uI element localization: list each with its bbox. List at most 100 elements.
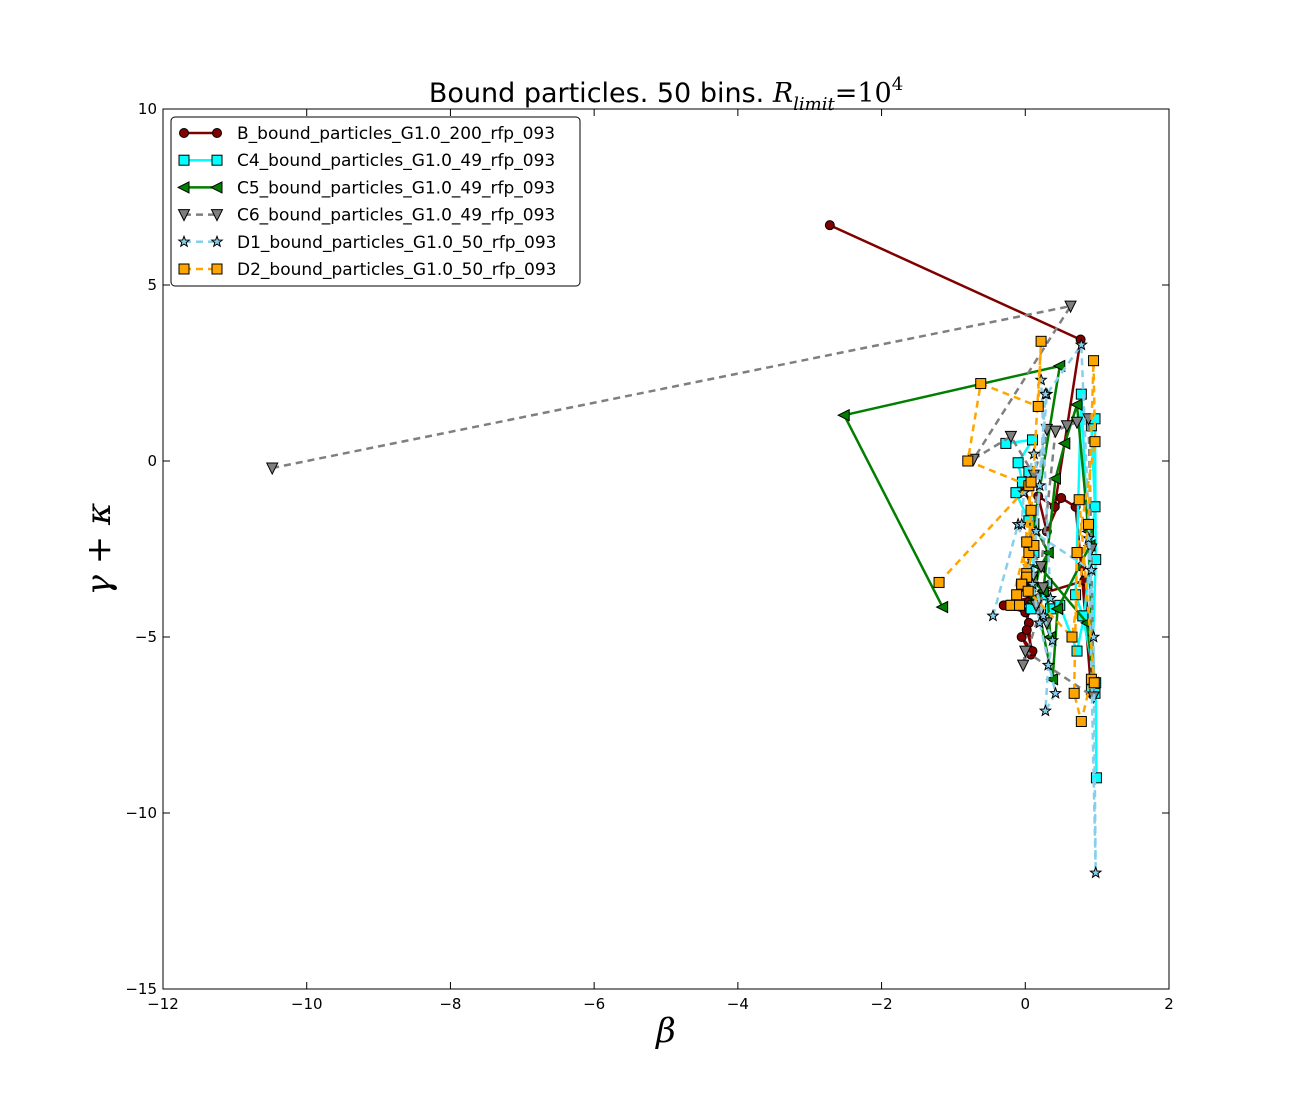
- data-point: [1036, 608, 1050, 622]
- data-point: [1034, 561, 1048, 574]
- data-point: [1075, 715, 1087, 727]
- legend-marker: [179, 128, 189, 138]
- y-tick-label: 0: [147, 452, 157, 470]
- x-tick-label: −10: [291, 995, 323, 1013]
- data-point: [1075, 388, 1087, 400]
- data-point: [1034, 373, 1048, 386]
- legend-marker: [210, 234, 224, 248]
- data-point: [1083, 518, 1095, 530]
- legend-marker: [177, 234, 191, 248]
- x-tick-label: −2: [871, 995, 893, 1013]
- data-point: [1035, 335, 1047, 347]
- data-point: [1089, 501, 1101, 513]
- legend-label: D1_bound_particles_G1.0_50_rfp_093: [237, 233, 556, 253]
- data-point: [1064, 300, 1077, 314]
- x-tick-label: −12: [147, 995, 179, 1013]
- x-axis-label: β: [654, 1011, 676, 1051]
- data-point: [1089, 865, 1103, 879]
- y-tick-label: 5: [147, 276, 157, 294]
- legend-marker: [212, 128, 222, 138]
- data-point: [1022, 585, 1034, 597]
- legend-marker: [209, 181, 223, 194]
- data-point: [1071, 645, 1083, 657]
- series-6: [933, 335, 1101, 727]
- data-point: [824, 220, 835, 231]
- data-point: [1033, 615, 1047, 629]
- x-tick-label: 2: [1164, 995, 1174, 1013]
- series-5: [986, 337, 1103, 879]
- legend-marker: [178, 263, 190, 275]
- data-point: [1014, 599, 1026, 611]
- legend-marker: [210, 209, 224, 222]
- data-point: [933, 576, 945, 588]
- legend-marker: [178, 154, 190, 166]
- x-tick-label: −8: [439, 995, 461, 1013]
- data-point: [1060, 420, 1074, 433]
- legend-label: C5_bound_particles_G1.0_49_rfp_093: [237, 178, 555, 198]
- data-point: [1056, 492, 1067, 503]
- data-point: [1032, 400, 1044, 412]
- data-point: [962, 455, 974, 467]
- x-tick-label: −6: [583, 995, 605, 1013]
- chart-title-math-symbol: R: [772, 78, 793, 109]
- data-point: [1021, 536, 1033, 548]
- data-point: [1089, 436, 1101, 448]
- data-point: [1057, 437, 1071, 450]
- x-tick-label: −4: [727, 995, 749, 1013]
- data-point: [1021, 624, 1032, 635]
- legend-marker: [177, 209, 191, 222]
- data-point: [975, 378, 987, 390]
- data-point: [1081, 531, 1096, 545]
- plot-frame: [162, 108, 1170, 990]
- data-point: [1016, 632, 1027, 642]
- data-point: [1010, 487, 1022, 499]
- chart-title: Bound particles. 50 bins. Rlimit=104: [429, 74, 903, 115]
- legend-marker: [176, 181, 190, 194]
- chart-title-math-exponent: 4: [892, 74, 903, 95]
- data-point: [1012, 457, 1024, 469]
- x-tick-label: 0: [1021, 995, 1031, 1013]
- data-point: [1016, 578, 1028, 590]
- data-point: [1029, 524, 1043, 538]
- data-point: [1025, 476, 1037, 488]
- data-point: [1084, 563, 1098, 576]
- data-point: [1016, 659, 1030, 673]
- y-tick-label: 10: [138, 100, 157, 118]
- data-point: [1088, 355, 1100, 367]
- chart-title-main: Bound particles. 50 bins.: [429, 78, 773, 109]
- data-point: [837, 408, 850, 422]
- y-tick-label: −15: [125, 980, 157, 998]
- data-point: [1073, 494, 1085, 506]
- legend-frame: [170, 116, 581, 287]
- data-point: [986, 608, 1000, 622]
- data-point: [1050, 602, 1064, 616]
- data-point: [1069, 398, 1083, 411]
- legend-label: D2_bound_particles_G1.0_50_rfp_093: [237, 260, 556, 280]
- data-point: [1036, 582, 1050, 595]
- data-point: [1074, 337, 1088, 351]
- data-point: [1070, 416, 1084, 430]
- data-point: [1018, 645, 1032, 659]
- y-axis-label: γ + κ: [79, 503, 119, 596]
- data-point: [1026, 434, 1038, 446]
- y-tick-label: −5: [135, 628, 157, 646]
- data-point: [1043, 591, 1058, 604]
- data-point: [1048, 686, 1063, 699]
- chart-title-math-subscript: limit: [793, 94, 835, 115]
- data-point: [1071, 547, 1083, 559]
- data-point: [1068, 687, 1080, 699]
- data-point: [1090, 772, 1102, 784]
- data-point: [1066, 631, 1078, 643]
- legend: B_bound_particles_G1.0_200_rfp_093 C4_bou…: [170, 116, 581, 287]
- ticks-layer: −12 −10 −8 −6 −4 −2 0 2 −15 −10 −5 0 5 10: [125, 100, 1173, 1013]
- legend-label: B_bound_particles_G1.0_200_rfp_093: [237, 124, 555, 144]
- data-point: [1048, 472, 1061, 485]
- legend-marker: [211, 263, 223, 275]
- data-point: [935, 600, 949, 614]
- data-point: [1045, 633, 1060, 647]
- data-point: [1038, 387, 1053, 400]
- legend-label: C4_bound_particles_G1.0_49_rfp_093: [237, 151, 555, 171]
- y-tick-label: −10: [125, 804, 157, 822]
- data-point: [1052, 359, 1066, 373]
